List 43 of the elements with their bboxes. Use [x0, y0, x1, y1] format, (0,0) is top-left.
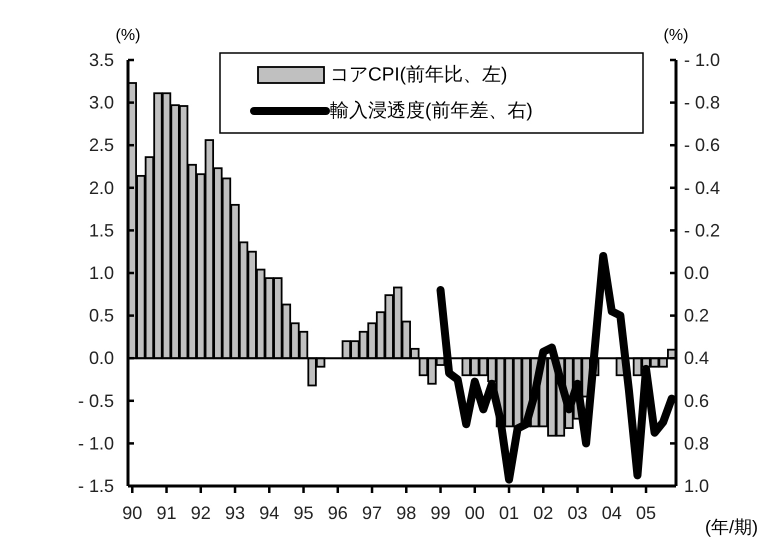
- y2-tick-label: - 0.6: [684, 135, 720, 156]
- y2-tick-label: 0.8: [684, 433, 710, 454]
- y-tick-label: - 0.5: [78, 390, 114, 411]
- y-tick-label: 1.0: [88, 263, 114, 283]
- x-tick-label: 95: [294, 503, 314, 523]
- y2-tick-label: - 1.0: [684, 50, 720, 70]
- x-tick-label: 96: [328, 503, 348, 523]
- x-tick-label: 98: [396, 503, 416, 523]
- y-tick-label: 3.0: [88, 92, 114, 113]
- x-tick-label: 94: [259, 503, 280, 523]
- x-tick-label: 05: [636, 503, 656, 523]
- y-tick-label: 2.5: [88, 135, 114, 156]
- y2-tick-label: 0.2: [684, 306, 710, 326]
- y2-tick-label: - 0.8: [684, 92, 720, 113]
- x-tick-label: 00: [464, 503, 485, 523]
- x-tick-label: 03: [568, 503, 588, 523]
- y2-tick-label: 1.0: [684, 476, 710, 496]
- y2-axis-title: (%): [664, 27, 688, 44]
- x-tick-label: 92: [190, 503, 211, 523]
- x-tick-label: 04: [602, 503, 622, 523]
- y-tick-label: 1.5: [88, 220, 114, 240]
- legend-label: 輸入浸透度(前年差、右): [330, 100, 533, 122]
- x-tick-label: 01: [499, 503, 520, 523]
- y2-tick-label: 0.4: [684, 348, 710, 368]
- y-tick-label: - 1.0: [78, 433, 114, 454]
- y-tick-label: 3.5: [88, 50, 114, 70]
- y2-tick-label: 0.0: [684, 263, 710, 283]
- x-tick-label: 93: [225, 503, 246, 523]
- y-tick-label: 2.0: [88, 178, 114, 198]
- legend-label: コアCPI(前年比、左): [330, 64, 508, 86]
- x-tick-label: 91: [156, 503, 177, 523]
- y-tick-label: 0.0: [88, 348, 114, 368]
- y-tick-label: - 1.5: [78, 476, 114, 496]
- y-axis-title: (%): [116, 27, 140, 44]
- y-tick-label: 0.5: [88, 306, 114, 326]
- x-axis-title: (年/期): [705, 517, 758, 537]
- x-tick-label: 90: [122, 503, 142, 523]
- y2-tick-label: 0.6: [684, 390, 710, 411]
- x-tick-label: 02: [533, 503, 554, 523]
- x-tick-label: 99: [430, 503, 451, 523]
- y2-tick-label: - 0.2: [684, 220, 720, 240]
- x-tick-label: 97: [362, 503, 382, 523]
- y2-tick-label: - 0.4: [684, 178, 720, 198]
